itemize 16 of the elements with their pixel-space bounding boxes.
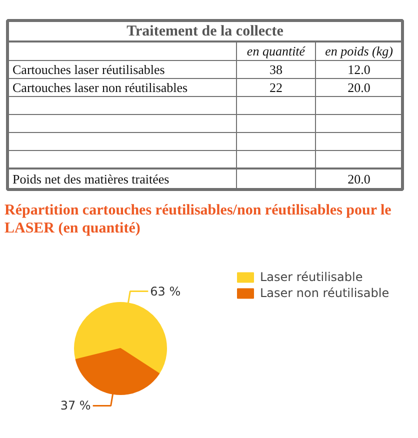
legend-label: Laser non réutilisable <box>260 286 390 300</box>
data-label: 37 % <box>60 398 91 413</box>
text: Cartouches laser non réutilisables <box>12 80 188 95</box>
text: 38 <box>270 62 282 77</box>
text: 22 <box>270 80 282 95</box>
text: Traitement de la collecte <box>126 24 284 40</box>
text: 20.0 <box>348 172 370 186</box>
text: Poids net des matières traitées <box>12 172 170 186</box>
data-label: 63 % <box>150 284 181 298</box>
text: en quantité <box>246 44 306 58</box>
text: Cartouches laser réutilisables <box>12 62 165 77</box>
text: 12.0 <box>348 62 370 77</box>
text: 20.0 <box>348 80 370 95</box>
chart-title: Répartition cartouches réutilisables/non réutilisables pour le LASER (en quantité) <box>4 202 392 236</box>
legend-label: Laser réutilisable <box>260 270 363 284</box>
text: en poids (kg) <box>325 44 393 58</box>
